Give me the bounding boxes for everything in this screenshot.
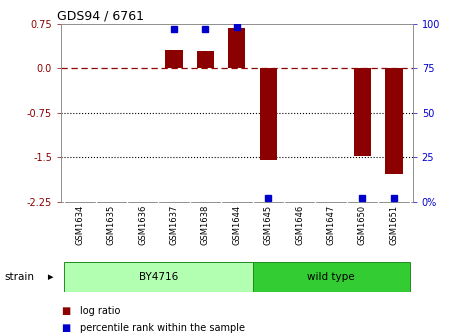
Bar xyxy=(228,28,245,68)
Bar xyxy=(385,68,402,174)
Text: ■: ■ xyxy=(61,306,70,316)
Text: BY4716: BY4716 xyxy=(139,272,178,282)
Text: GSM1644: GSM1644 xyxy=(232,205,242,245)
Text: GSM1647: GSM1647 xyxy=(326,205,335,245)
Bar xyxy=(260,68,277,160)
Text: GSM1651: GSM1651 xyxy=(389,205,398,245)
Text: strain: strain xyxy=(5,272,35,282)
Text: percentile rank within the sample: percentile rank within the sample xyxy=(80,323,245,333)
Text: GSM1645: GSM1645 xyxy=(264,205,273,245)
Text: log ratio: log ratio xyxy=(80,306,120,316)
Text: GSM1634: GSM1634 xyxy=(76,205,84,245)
Text: GSM1637: GSM1637 xyxy=(169,205,179,245)
Bar xyxy=(166,50,182,68)
Text: GSM1638: GSM1638 xyxy=(201,205,210,245)
Bar xyxy=(197,51,214,68)
Text: GSM1650: GSM1650 xyxy=(358,205,367,245)
Text: ■: ■ xyxy=(61,323,70,333)
Text: GSM1646: GSM1646 xyxy=(295,205,304,245)
Text: GDS94 / 6761: GDS94 / 6761 xyxy=(57,9,144,23)
Bar xyxy=(64,262,252,292)
Text: GSM1635: GSM1635 xyxy=(107,205,116,245)
Text: GSM1636: GSM1636 xyxy=(138,205,147,245)
Bar xyxy=(354,68,371,156)
Text: wild type: wild type xyxy=(307,272,355,282)
Bar xyxy=(252,262,409,292)
